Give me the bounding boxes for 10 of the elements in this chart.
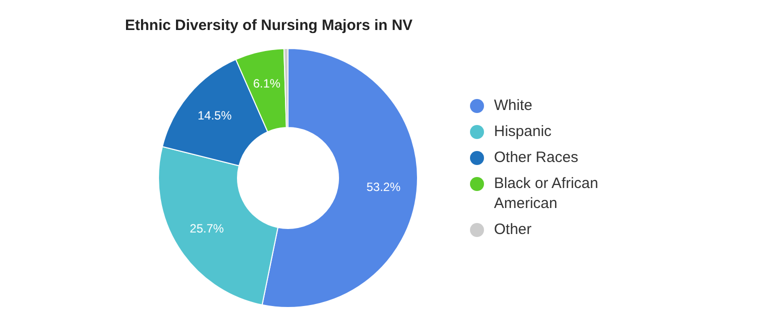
legend-label: Black or African American <box>494 174 600 214</box>
data-label: 14.5% <box>198 108 232 122</box>
legend-label: Hispanic <box>494 122 552 142</box>
legend-label: White <box>494 96 532 116</box>
legend-label: Other <box>494 220 532 240</box>
legend-label: Other Races <box>494 148 578 168</box>
chart-title: Ethnic Diversity of Nursing Majors in NV <box>125 17 413 34</box>
data-label: 25.7% <box>190 222 224 236</box>
data-label: 6.1% <box>253 76 281 91</box>
data-label: 53.2% <box>366 180 401 194</box>
